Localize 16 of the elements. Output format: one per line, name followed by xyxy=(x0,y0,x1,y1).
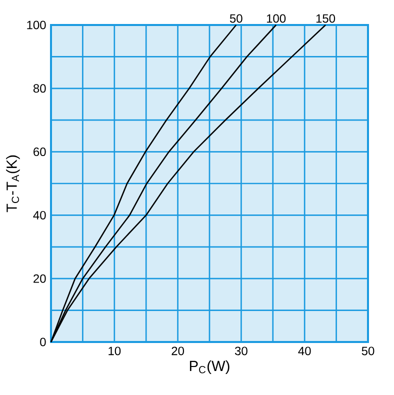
x-tick-label: 50 xyxy=(362,346,374,356)
x-tick-label: 30 xyxy=(234,346,248,356)
y-tick-label: 80 xyxy=(33,84,46,93)
y-tick-label: 20 xyxy=(34,274,46,283)
x-tick-label: 20 xyxy=(172,346,184,356)
y-axis-title: T$_{C}$-T$_{A}$(K) xyxy=(6,155,20,212)
x-tick-label: 40 xyxy=(298,346,311,356)
x-axis-title: P$_{C}$(W) xyxy=(190,360,230,374)
y-tick-label: 60 xyxy=(34,148,46,156)
y-tick-label: 100 xyxy=(27,20,46,30)
series-label: 50 xyxy=(230,14,242,23)
y-tick-label: 0 xyxy=(40,338,46,346)
series-label: 150 xyxy=(316,14,336,23)
x-tick-label: 10 xyxy=(108,346,121,356)
y-tick-label: 40 xyxy=(33,210,46,220)
series-label: 100 xyxy=(266,14,286,23)
